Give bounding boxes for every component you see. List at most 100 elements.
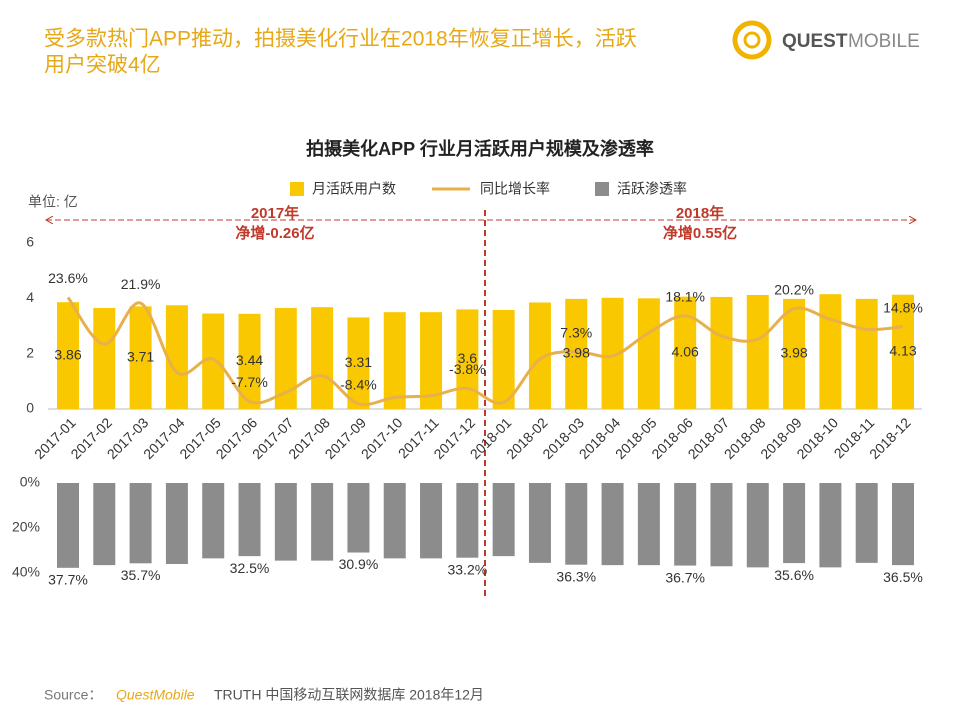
y-tick-label: 0% [20, 474, 40, 490]
bar [93, 308, 116, 409]
bar [165, 483, 188, 564]
data-label: 3.6 [458, 350, 478, 366]
bar [311, 307, 334, 409]
chart-title: 拍摄美化APP 行业月活跃用户规模及渗透率 [306, 138, 654, 159]
bar [855, 298, 878, 409]
y-tick-label: 2 [26, 344, 34, 360]
y-tick-label: 20% [12, 519, 40, 535]
legend-label: 月活跃用户数 [312, 181, 396, 197]
data-label: 3.31 [345, 354, 372, 370]
data-label: 7.3% [560, 324, 592, 340]
bar [383, 483, 406, 559]
bar [819, 294, 842, 409]
bar [565, 483, 588, 565]
bar [420, 483, 443, 559]
bar [783, 483, 806, 564]
data-label: 3.71 [127, 348, 154, 364]
bar [637, 298, 660, 409]
data-label: 4.13 [889, 343, 916, 359]
y-tick-label: 6 [26, 234, 34, 250]
x-tick-label: 2018-12 [866, 414, 914, 462]
bar [492, 483, 515, 557]
bar [710, 296, 733, 409]
title-line: 用户突破4亿 [44, 54, 161, 77]
legend-label: 活跃渗透率 [617, 181, 687, 197]
data-label: 20.2% [774, 281, 814, 297]
bar [746, 483, 769, 568]
data-label: 35.7% [121, 567, 161, 583]
bar [637, 483, 660, 566]
bar [420, 312, 443, 409]
bar [93, 483, 116, 566]
bar [601, 297, 624, 409]
data-label: 21.9% [121, 276, 161, 292]
logo-icon [732, 20, 772, 60]
data-label: -7.7% [231, 374, 268, 390]
bar [783, 298, 806, 409]
bar [274, 483, 297, 561]
data-label: 14.8% [883, 299, 923, 315]
bar [202, 483, 225, 559]
logo-icon [743, 31, 761, 49]
bar [238, 483, 261, 557]
source-text: TRUTH 中国移动互联网数据库 2018年12月 [214, 687, 484, 703]
annotation: 净增0.55亿 [663, 224, 737, 242]
bar [57, 483, 79, 568]
logo-text: QUEST [782, 31, 848, 52]
unit-label: 单位: 亿 [28, 194, 78, 210]
bar [746, 295, 769, 409]
legend-swatch [290, 182, 304, 196]
annotation: 2017年 [251, 204, 299, 222]
bar [165, 305, 188, 409]
bar [528, 483, 551, 563]
bar [57, 302, 79, 409]
bar [456, 483, 479, 558]
bar [238, 313, 261, 409]
bar [347, 483, 370, 553]
bar [710, 483, 733, 567]
source-brand: QuestMobile [116, 687, 195, 703]
data-label: 3.98 [780, 345, 807, 361]
bar [674, 296, 697, 409]
bar [601, 483, 624, 566]
legend-swatch [595, 182, 609, 196]
bar [892, 483, 914, 566]
data-label: 3.44 [236, 352, 263, 368]
data-label: 3.86 [54, 346, 81, 362]
bar [383, 312, 406, 409]
data-label: 30.9% [339, 556, 379, 572]
bar [565, 298, 588, 409]
data-label: 37.7% [48, 572, 88, 588]
bar [492, 309, 515, 409]
annotation: 2018年 [676, 204, 724, 222]
y-tick-label: 4 [26, 289, 34, 305]
logo-text: MOBILE [848, 31, 920, 52]
source-label: Source： [44, 687, 102, 703]
annotation: 净增-0.26亿 [235, 224, 314, 242]
legend-label: 同比增长率 [480, 181, 550, 197]
bar [129, 483, 152, 564]
data-label: 4.06 [672, 344, 699, 360]
bar [674, 483, 697, 566]
data-label: 3.98 [563, 345, 590, 361]
data-label: -8.4% [340, 376, 377, 392]
line [66, 296, 904, 407]
data-label: 18.1% [665, 288, 705, 304]
data-label: 33.2% [447, 561, 487, 577]
data-label: -3.8% [449, 361, 486, 377]
bar [347, 317, 370, 409]
y-tick-label: 0 [26, 400, 34, 416]
data-label: 36.5% [883, 569, 923, 585]
bar [274, 308, 297, 409]
data-label: 32.5% [230, 560, 270, 576]
bar [202, 313, 225, 409]
bar [129, 306, 152, 409]
data-label: 36.3% [556, 568, 596, 584]
title-line: 受多款热门APP推动，拍摄美化行业在2018年恢复正增长，活跃 [44, 28, 637, 51]
bar [528, 302, 551, 409]
bar [819, 483, 842, 568]
data-label: 36.7% [665, 569, 705, 585]
bar [892, 294, 914, 409]
data-label: 23.6% [48, 270, 88, 286]
